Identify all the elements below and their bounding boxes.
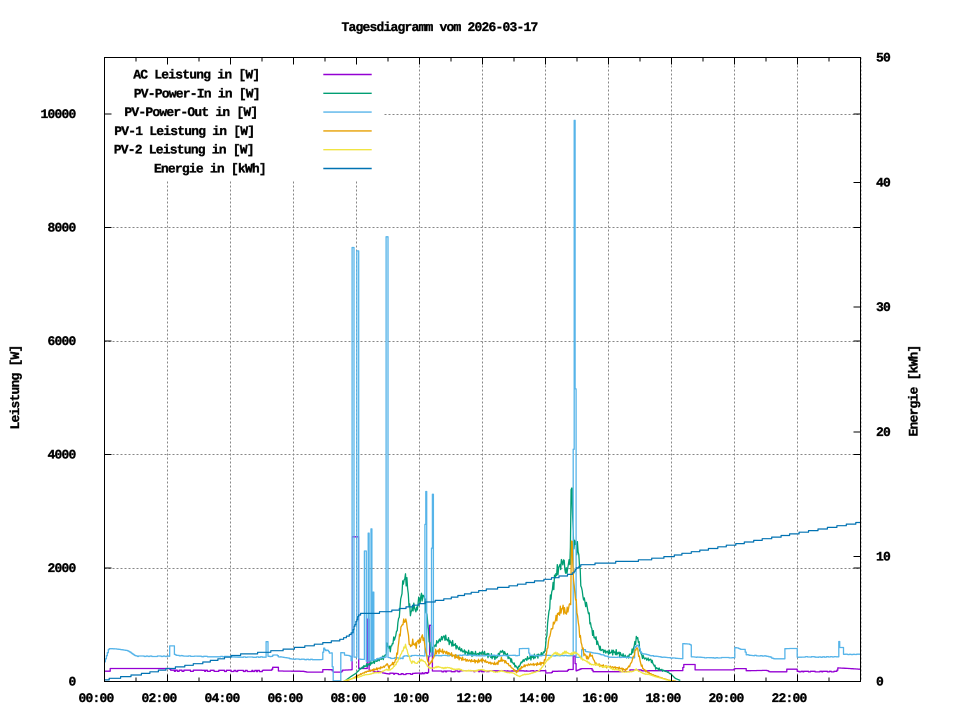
svg-text:AC Leistung in [W]: AC Leistung in [W] bbox=[133, 68, 259, 83]
svg-text:08:00: 08:00 bbox=[330, 691, 366, 706]
svg-text:0: 0 bbox=[68, 675, 76, 690]
svg-text:50: 50 bbox=[876, 51, 891, 66]
svg-text:10000: 10000 bbox=[40, 107, 76, 122]
svg-text:0: 0 bbox=[876, 675, 884, 690]
svg-text:Energie in [kWh]: Energie in [kWh] bbox=[154, 162, 266, 177]
svg-text:4000: 4000 bbox=[47, 448, 76, 463]
svg-text:20: 20 bbox=[876, 425, 891, 440]
svg-text:PV-2 Leistung in [W]: PV-2 Leistung in [W] bbox=[114, 143, 254, 158]
svg-text:40: 40 bbox=[876, 175, 891, 190]
svg-text:04:00: 04:00 bbox=[204, 691, 240, 706]
svg-text:PV-Power-In in [W]: PV-Power-In in [W] bbox=[134, 86, 260, 101]
svg-text:PV-Power-Out in [W]: PV-Power-Out in [W] bbox=[124, 105, 257, 120]
svg-text:2000: 2000 bbox=[47, 561, 76, 576]
svg-text:Tagesdiagramm vom 2026-03-17: Tagesdiagramm vom 2026-03-17 bbox=[342, 20, 538, 35]
svg-text:22:00: 22:00 bbox=[771, 691, 807, 706]
svg-text:14:00: 14:00 bbox=[519, 691, 555, 706]
svg-text:20:00: 20:00 bbox=[708, 691, 744, 706]
svg-text:PV-1 Leistung in [W]: PV-1 Leistung in [W] bbox=[114, 124, 254, 139]
svg-text:16:00: 16:00 bbox=[582, 691, 618, 706]
svg-text:02:00: 02:00 bbox=[141, 691, 177, 706]
svg-text:8000: 8000 bbox=[47, 221, 76, 236]
svg-text:00:00: 00:00 bbox=[78, 691, 114, 706]
svg-text:Energie [kWh]: Energie [kWh] bbox=[907, 345, 922, 436]
svg-text:06:00: 06:00 bbox=[267, 691, 303, 706]
svg-text:10:00: 10:00 bbox=[393, 691, 429, 706]
svg-text:6000: 6000 bbox=[47, 334, 76, 349]
svg-text:18:00: 18:00 bbox=[645, 691, 681, 706]
svg-text:10: 10 bbox=[876, 550, 891, 565]
svg-text:30: 30 bbox=[876, 300, 891, 315]
svg-text:12:00: 12:00 bbox=[456, 691, 492, 706]
svg-text:Leistung [W]: Leistung [W] bbox=[8, 345, 23, 429]
